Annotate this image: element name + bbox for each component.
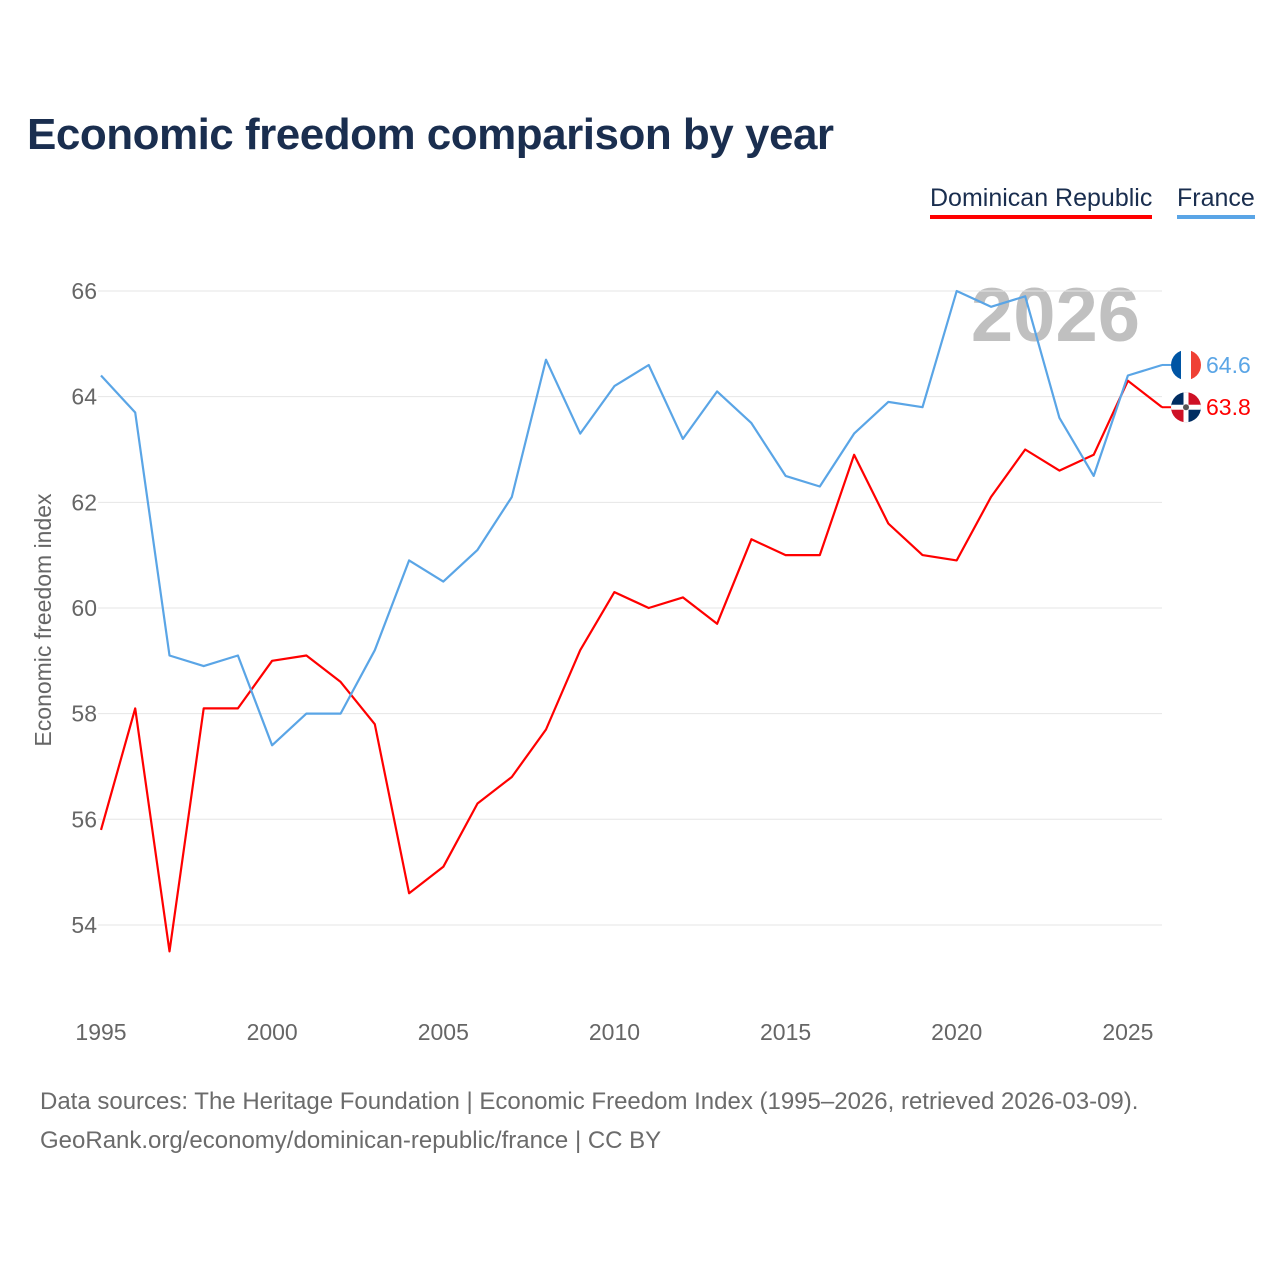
y-tick-label: 54 xyxy=(71,912,97,938)
end-value-label-france: 64.6 xyxy=(1206,352,1251,378)
flag-france-icon xyxy=(1171,349,1201,380)
chart-title: Economic freedom comparison by year xyxy=(27,110,834,159)
x-tick-label: 2000 xyxy=(247,1019,298,1045)
source-line: Data sources: The Heritage Foundation | … xyxy=(40,1088,1139,1115)
series-line-france xyxy=(100,289,1163,747)
y-axis-label: Economic freedom index xyxy=(30,493,56,747)
y-tick-label: 56 xyxy=(71,806,97,832)
x-tick-label: 2020 xyxy=(931,1019,982,1045)
x-tick-label: 2015 xyxy=(760,1019,811,1045)
y-tick-label: 58 xyxy=(71,701,97,727)
x-tick-label: 2010 xyxy=(589,1019,640,1045)
y-tick-label: 60 xyxy=(71,595,97,621)
flag-dominican-republic-icon xyxy=(1171,392,1201,423)
series-line-dominican-republic xyxy=(99,379,1163,953)
legend-dominican-republic[interactable]: Dominican Republic xyxy=(930,184,1153,219)
x-tick-label: 2025 xyxy=(1102,1019,1153,1045)
end-value-label-dominican-republic: 63.8 xyxy=(1206,394,1251,420)
y-tick-label: 66 xyxy=(71,278,97,304)
year-watermark: 2026 xyxy=(971,273,1140,358)
legend-france[interactable]: France xyxy=(1177,184,1255,219)
source-url: GeoRank.org/economy/dominican-republic/f… xyxy=(40,1127,662,1154)
x-tick-label: 2005 xyxy=(418,1019,469,1045)
y-tick-label: 62 xyxy=(71,489,97,515)
x-tick-label: 1995 xyxy=(75,1019,126,1045)
y-tick-label: 64 xyxy=(71,384,97,410)
